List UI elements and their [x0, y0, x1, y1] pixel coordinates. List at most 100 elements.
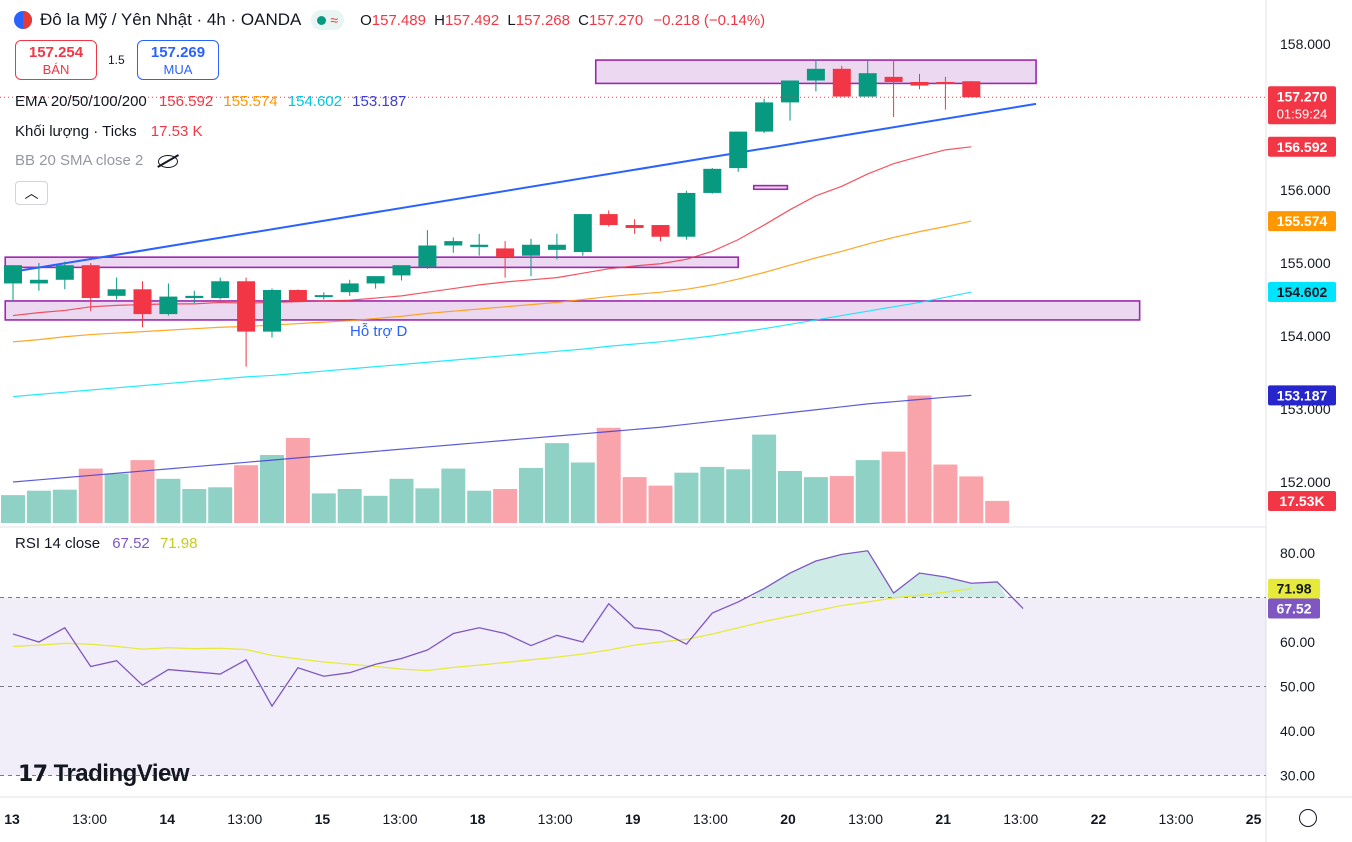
price-tick-label: 152.000: [1280, 474, 1331, 490]
bb-legend[interactable]: BB 20 SMA close 2: [15, 152, 178, 169]
volume-bar: [389, 478, 414, 523]
price-label-value: 17.53K: [1279, 493, 1324, 509]
rsi-legend[interactable]: RSI 14 close 67.52 71.98: [15, 535, 197, 552]
candle-body: [288, 290, 307, 301]
usd-jpy-flag-icon: [14, 11, 32, 29]
time-tick-label: 15: [315, 811, 331, 827]
price-label-value: 157.270: [1277, 88, 1328, 104]
candle-body: [211, 281, 230, 299]
rsi-price-label: 67.52: [1268, 598, 1320, 619]
volume-bar: [933, 464, 958, 523]
price-label-box: [1268, 491, 1336, 511]
candle-body: [755, 102, 774, 132]
price-label-box: [1268, 136, 1336, 157]
open-value: 157.489: [371, 11, 426, 29]
tradingview-logo-icon: 𝟭𝟳: [18, 761, 48, 786]
candle: [211, 277, 230, 300]
price-label-box: [1268, 86, 1336, 125]
ema50-value: 155.574: [223, 93, 278, 110]
candle: [81, 263, 100, 312]
candle: [133, 281, 152, 328]
volume-bar: [363, 495, 388, 523]
price-label-ema50: 155.574: [1268, 211, 1336, 232]
price-label-countdown: 01:59:24: [1277, 106, 1328, 121]
ema100-line: [12, 291, 972, 398]
candle: [263, 288, 281, 338]
rsi-label-value: 67.52: [1276, 601, 1311, 617]
ema-legend[interactable]: EMA 20/50/100/200 156.592 155.574 154.60…: [15, 93, 406, 110]
candle-body: [29, 279, 48, 284]
volume-bar: [467, 490, 492, 523]
candle-body: [910, 81, 929, 86]
price-label-value: 153.187: [1277, 387, 1328, 403]
candle: [366, 276, 385, 289]
candle-body: [366, 276, 385, 284]
volume-legend[interactable]: Khối lượng · Ticks 17.53 K: [15, 123, 202, 140]
candle-body: [806, 68, 825, 81]
ema200-line: [12, 394, 972, 483]
sell-price: 157.254: [28, 44, 84, 61]
price-tick-label: 154.000: [1280, 328, 1331, 344]
volume-bar: [778, 470, 802, 523]
time-tick-label: 13:00: [1003, 811, 1038, 827]
rsi-legend-label: RSI 14 close: [15, 535, 101, 552]
buy-button[interactable]: 157.269 MUA: [137, 40, 219, 80]
candle: [159, 283, 178, 316]
volume-bar: [622, 477, 647, 523]
price-label-value: 156.592: [1277, 139, 1328, 155]
volume-bar: [803, 477, 828, 523]
tradingview-logo[interactable]: 𝟭𝟳 TradingView: [18, 760, 190, 788]
volume-bar: [648, 485, 673, 523]
volume-bar: [596, 427, 621, 523]
rsi-tick-label: 50.00: [1280, 679, 1315, 695]
candle: [237, 277, 256, 367]
ema100-value: 154.602: [287, 93, 342, 110]
settings-gear-icon[interactable]: [1299, 809, 1317, 827]
volume-bar: [959, 476, 984, 523]
time-tick-label: 13:00: [1158, 811, 1193, 827]
spread-value: 1.5: [108, 53, 125, 67]
candle: [107, 277, 126, 300]
support-annotation: Hỗ trợ D: [350, 323, 408, 340]
time-tick-label: 14: [159, 811, 175, 827]
volume-bar: [855, 460, 880, 523]
candle-body: [677, 192, 696, 237]
candle: [599, 210, 618, 227]
volume-bar: [570, 462, 595, 523]
collapse-legend-button[interactable]: ︿: [15, 181, 48, 205]
candle-body: [340, 283, 359, 293]
price-label-value: 154.602: [1277, 284, 1328, 300]
trend-line: [12, 102, 1037, 273]
sell-button[interactable]: 157.254 BÁN: [15, 40, 97, 80]
rsi-ma-line: [12, 588, 972, 672]
rsi-tick-label: 80.00: [1280, 545, 1315, 561]
candle: [547, 233, 566, 260]
volume-bar: [752, 434, 777, 523]
volume-bar: [907, 395, 932, 523]
ohlc-readout: O157.489 H157.492 L157.268 C157.270 −0.2…: [360, 11, 766, 29]
rsi-tick-label: 40.00: [1280, 723, 1315, 739]
candle: [4, 265, 22, 301]
candle-body: [884, 76, 903, 82]
hidden-eye-icon[interactable]: [157, 154, 178, 168]
candle-body: [651, 225, 670, 237]
price-label-volume: 17.53K: [1268, 491, 1336, 511]
price-tick-label: 156.000: [1280, 182, 1331, 198]
market-status-pill[interactable]: ≈: [311, 10, 345, 30]
time-tick-label: 20: [780, 811, 796, 827]
price-label-box: [1268, 385, 1336, 406]
candle: [55, 261, 74, 290]
price-label-ema200: 153.187: [1268, 385, 1336, 406]
ema50-line: [12, 220, 972, 343]
price-label-ema20: 156.592: [1268, 136, 1336, 157]
candle-body: [314, 295, 333, 298]
candle: [444, 237, 463, 253]
time-tick-label: 19: [625, 811, 641, 827]
candle-body: [185, 295, 204, 299]
volume-bar: [130, 460, 155, 523]
ema20-value: 156.592: [158, 93, 214, 110]
time-tick-label: 13:00: [72, 811, 107, 827]
time-tick-label: 13: [4, 811, 20, 827]
symbol-title[interactable]: Đô la Mỹ / Yên Nhật · 4h · OANDA: [40, 10, 302, 29]
